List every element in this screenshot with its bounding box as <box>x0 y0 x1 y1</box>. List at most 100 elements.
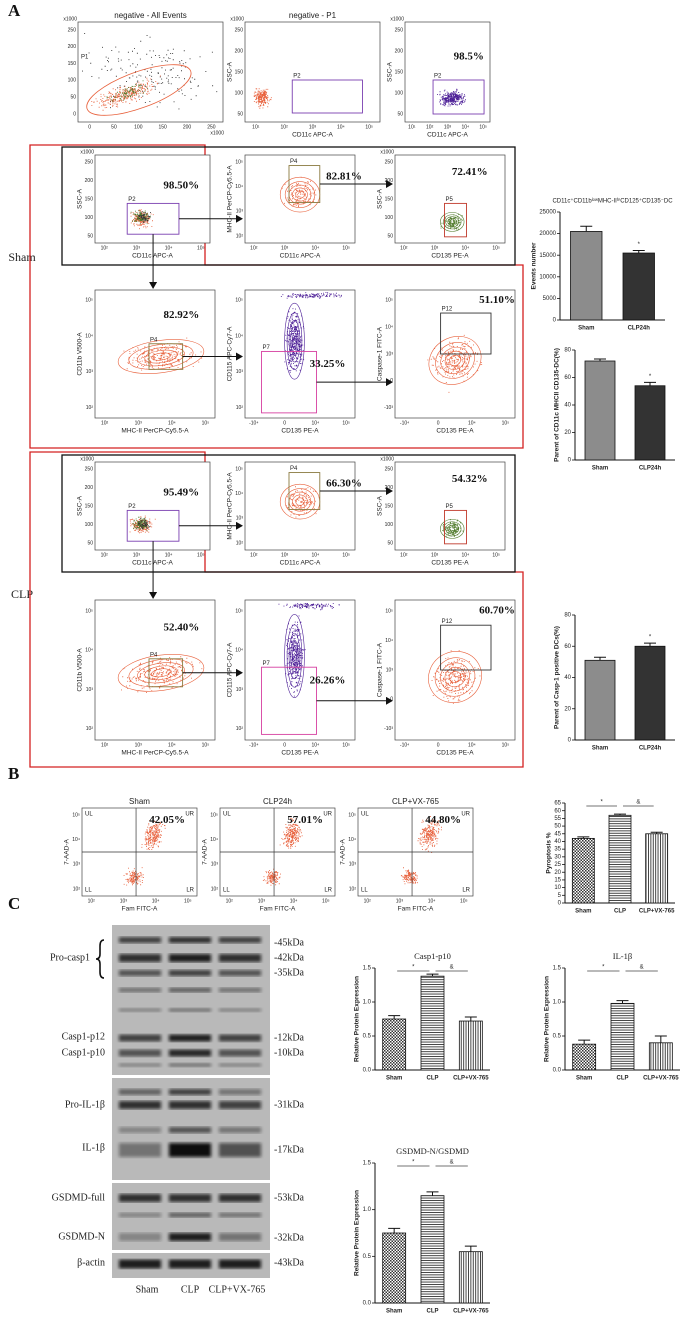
y-tick-label: 15000 <box>539 253 556 259</box>
axis-unit: x1000 <box>80 149 94 155</box>
quadrant-label: UL <box>85 812 93 818</box>
lane-label: CLP+VX-765 <box>209 1284 266 1295</box>
gate-percent: 33.25% <box>310 358 346 370</box>
gate <box>444 202 467 238</box>
x-tick-label: 10⁵ <box>202 420 210 426</box>
blot-band <box>119 954 161 962</box>
error-bar <box>580 225 593 232</box>
contour <box>445 523 460 535</box>
contour <box>284 488 316 515</box>
marker-label: -42kDa <box>274 952 305 963</box>
x-tick-label: 10³ <box>120 898 128 904</box>
x-tick-label: 10⁴ <box>468 742 476 748</box>
plot-frame <box>94 154 211 244</box>
category-label: Sham <box>386 1309 402 1315</box>
x-tick-label: 0 <box>437 420 440 426</box>
gate-name: P2 <box>293 74 301 80</box>
contour <box>286 624 303 688</box>
blot-band <box>119 1049 161 1057</box>
x-tick-label: 10⁵ <box>502 420 510 426</box>
contour <box>434 657 476 697</box>
y-tick-label: 50 <box>70 95 76 101</box>
y-tick-label: 150 <box>395 69 404 75</box>
chart-title: IL-1β <box>613 951 632 961</box>
error-bar <box>577 836 590 839</box>
y-tick-label: 10² <box>236 726 244 732</box>
blot-band <box>169 937 211 943</box>
x-axis-label: CD11c APC-A <box>280 560 321 567</box>
category-label: CLP <box>427 1309 439 1315</box>
quadrant-label: UL <box>361 812 369 818</box>
y-tick-label: 150 <box>68 61 77 67</box>
error-bar <box>426 1191 439 1196</box>
quadrant-label: LR <box>462 888 470 894</box>
y-tick-label: 10⁵ <box>385 298 393 304</box>
y-tick-label: 10⁵ <box>235 298 243 304</box>
gate-name: P4 <box>150 652 158 658</box>
significance-mark: * <box>649 374 652 380</box>
contour <box>295 497 305 506</box>
y-tick-label: 50 <box>87 540 93 546</box>
y-tick-label: 10³ <box>386 351 394 357</box>
y-axis-label: Relative Protein Expression <box>354 976 361 1062</box>
marker-label: -35kDa <box>274 967 305 978</box>
contour <box>435 342 475 379</box>
y-tick-label: 10⁴ <box>235 333 243 339</box>
gate-percent: 44.80% <box>425 814 461 826</box>
gate <box>432 79 485 115</box>
contour <box>284 181 316 208</box>
x-tick-label: 10⁵ <box>502 742 510 748</box>
marker-label: -12kDa <box>274 1032 305 1043</box>
contour <box>151 352 171 361</box>
contour <box>448 354 462 367</box>
blot-band <box>169 1259 211 1269</box>
axis-unit: x1000 <box>80 456 94 462</box>
gate-name: P4 <box>290 159 298 165</box>
y-tick-label: 10³ <box>236 516 244 522</box>
y-axis-label: Events number <box>531 242 538 289</box>
bar <box>645 833 669 904</box>
event-dots <box>121 656 203 693</box>
x-tick-label: 10⁴ <box>165 245 173 251</box>
y-axis-label: CD11b V500-A <box>77 648 84 692</box>
x-tick-label: 10⁴ <box>312 420 320 426</box>
gate-percent: 54.32% <box>452 473 488 485</box>
contour <box>144 665 178 681</box>
bar <box>634 385 666 461</box>
x-axis-label: CD135 PE-A <box>436 428 474 435</box>
y-tick-label: 200 <box>385 485 394 491</box>
marker-label: -31kDa <box>274 1099 305 1110</box>
marker-label: -45kDa <box>274 937 305 948</box>
y-tick-label: 60 <box>554 808 561 814</box>
y-tick-label: 10³ <box>86 687 94 693</box>
y-tick-label: 50 <box>237 111 243 117</box>
event-dots <box>132 516 149 531</box>
event-dots <box>137 517 151 530</box>
marker-label: -53kDa <box>274 1192 305 1203</box>
y-tick-label: 10² <box>236 540 244 546</box>
category-label: CLP+VX-765 <box>643 1076 679 1082</box>
bar <box>634 645 666 741</box>
y-tick-label: 10⁴ <box>348 837 356 843</box>
category-label: CLP24h <box>628 326 651 332</box>
marker-label: -17kDa <box>274 1144 305 1155</box>
y-tick-label: 0.0 <box>363 1301 372 1307</box>
gate-name: P4 <box>150 337 158 343</box>
gate-name: P2 <box>128 504 136 510</box>
blot-band <box>219 1127 261 1133</box>
blot-band <box>119 1101 161 1109</box>
y-tick-label: 100 <box>85 522 94 528</box>
contour <box>292 646 297 666</box>
blot-band <box>219 970 261 976</box>
blot-band <box>119 987 161 993</box>
contour <box>292 494 308 509</box>
plot-title: Sham <box>129 797 150 806</box>
x-tick-label: 10⁵ <box>492 245 500 251</box>
x-tick-label: 10³ <box>258 898 266 904</box>
blot-band <box>119 937 161 943</box>
quadrant-label: LR <box>186 888 194 894</box>
contour <box>117 339 205 374</box>
gate-percent: 42.05% <box>149 814 185 826</box>
gate-percent: 82.81% <box>326 171 362 183</box>
